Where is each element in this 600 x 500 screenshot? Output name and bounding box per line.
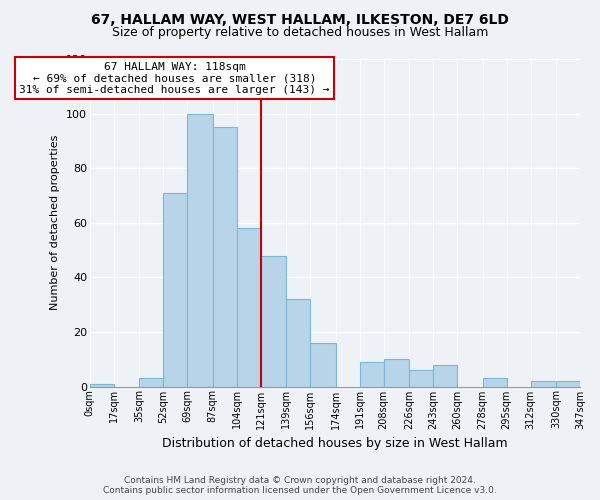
Bar <box>163 192 187 386</box>
Bar <box>237 228 261 386</box>
Text: Size of property relative to detached houses in West Hallam: Size of property relative to detached ho… <box>112 26 488 39</box>
Bar <box>359 362 383 386</box>
Bar <box>187 114 213 386</box>
Bar <box>90 384 114 386</box>
Text: Contains HM Land Registry data © Crown copyright and database right 2024.
Contai: Contains HM Land Registry data © Crown c… <box>103 476 497 495</box>
Bar <box>139 378 163 386</box>
Bar <box>433 364 457 386</box>
Bar <box>383 359 409 386</box>
Bar <box>286 299 310 386</box>
Text: 67, HALLAM WAY, WEST HALLAM, ILKESTON, DE7 6LD: 67, HALLAM WAY, WEST HALLAM, ILKESTON, D… <box>91 12 509 26</box>
Bar <box>261 256 286 386</box>
Y-axis label: Number of detached properties: Number of detached properties <box>50 135 61 310</box>
Text: 67 HALLAM WAY: 118sqm
← 69% of detached houses are smaller (318)
31% of semi-det: 67 HALLAM WAY: 118sqm ← 69% of detached … <box>19 62 330 95</box>
Bar <box>310 343 335 386</box>
Bar <box>482 378 506 386</box>
Bar <box>530 381 556 386</box>
Bar <box>409 370 433 386</box>
Bar <box>213 127 237 386</box>
Bar <box>556 381 580 386</box>
X-axis label: Distribution of detached houses by size in West Hallam: Distribution of detached houses by size … <box>162 437 508 450</box>
